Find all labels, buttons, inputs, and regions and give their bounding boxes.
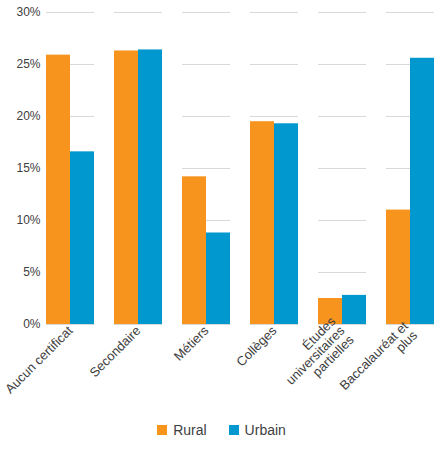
svg-text:0%: 0% — [23, 317, 41, 331]
svg-text:Secondaire: Secondaire — [86, 323, 143, 380]
svg-text:Aucun certificat: Aucun certificat — [2, 323, 76, 397]
svg-text:Collèges: Collèges — [233, 323, 280, 370]
svg-text:20%: 20% — [16, 109, 40, 123]
svg-text:10%: 10% — [16, 213, 40, 227]
svg-text:Baccalauréat etplus: Baccalauréat etplus — [336, 318, 420, 402]
svg-text:25%: 25% — [16, 57, 40, 71]
svg-text:15%: 15% — [16, 161, 40, 175]
svg-text:Métiers: Métiers — [171, 323, 212, 364]
svg-text:30%: 30% — [16, 5, 40, 19]
svg-text:5%: 5% — [23, 265, 41, 279]
